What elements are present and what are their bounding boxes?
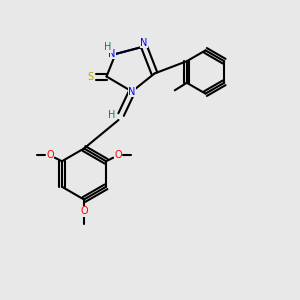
Text: N: N bbox=[128, 86, 136, 97]
Text: O: O bbox=[114, 150, 122, 160]
Text: H: H bbox=[108, 110, 116, 121]
Text: S: S bbox=[87, 71, 93, 82]
Text: N: N bbox=[108, 49, 116, 59]
Text: O: O bbox=[46, 150, 54, 160]
Text: H: H bbox=[104, 42, 112, 52]
Text: O: O bbox=[80, 206, 88, 217]
Text: N: N bbox=[140, 38, 148, 48]
